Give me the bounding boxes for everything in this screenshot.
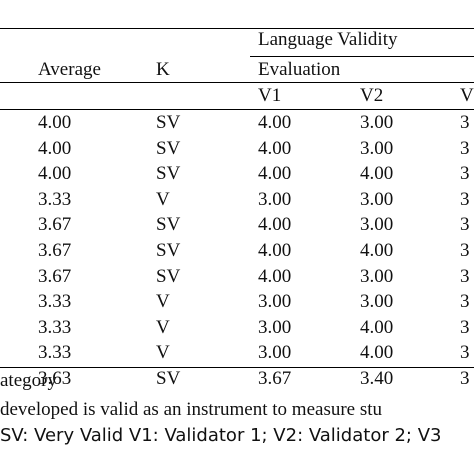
cell-v1: 3.00: [258, 189, 292, 210]
cell-v1: 3.00: [258, 342, 292, 363]
header-v1: V1: [258, 85, 282, 106]
cell-k: SV: [156, 240, 181, 261]
cell-v1: 4.00: [258, 138, 292, 159]
header-bottom-rule: [0, 109, 474, 110]
cell-average: 3.67: [38, 266, 72, 287]
cell-average: 3.63: [38, 368, 72, 389]
cell-v2: 3.00: [360, 112, 394, 133]
header-group-underline: [250, 56, 474, 57]
cell-average: 3.33: [38, 189, 72, 210]
cell-k: V: [156, 342, 170, 363]
cell-average: 4.00: [38, 138, 72, 159]
cell-v1: 4.00: [258, 266, 292, 287]
cell-v1: 3.00: [258, 317, 292, 338]
cell-v1: 3.67: [258, 368, 292, 389]
cell-v3: 3: [460, 266, 470, 287]
cell-v3: 3: [460, 368, 470, 389]
cell-v2: 3.00: [360, 138, 394, 159]
cell-v2: 4.00: [360, 163, 394, 184]
cell-v3: 3: [460, 240, 470, 261]
table-top-rule: [0, 28, 474, 29]
footnote-category: ategory: [0, 370, 57, 391]
cell-v2: 3.40: [360, 368, 394, 389]
header-evaluation: Evaluation: [258, 59, 341, 80]
cell-v2: 4.00: [360, 240, 394, 261]
header-k: K: [156, 59, 170, 80]
header-average: Average: [38, 59, 101, 80]
cell-k: SV: [156, 163, 181, 184]
footnote-legend: SV: Very Valid V1: Validator 1; V2: Vali…: [0, 425, 442, 446]
cell-average: 4.00: [38, 112, 72, 133]
cell-average: 4.00: [38, 163, 72, 184]
cell-k: SV: [156, 266, 181, 287]
header-mid-rule: [0, 82, 474, 83]
cell-v2: 3.00: [360, 189, 394, 210]
header-language-validity: Language Validity: [258, 29, 398, 50]
cell-average: 3.33: [38, 317, 72, 338]
cell-v2: 4.00: [360, 342, 394, 363]
cell-v1: 3.00: [258, 291, 292, 312]
cell-v3: 3: [460, 214, 470, 235]
cell-k: SV: [156, 112, 181, 133]
cell-v1: 4.00: [258, 112, 292, 133]
cell-v3: 3: [460, 291, 470, 312]
cell-k: V: [156, 189, 170, 210]
cell-v1: 4.00: [258, 240, 292, 261]
cell-v3: 3: [460, 163, 470, 184]
cell-v2: 4.00: [360, 317, 394, 338]
cell-v1: 4.00: [258, 214, 292, 235]
table-bottom-rule: [0, 367, 474, 368]
cell-k: SV: [156, 368, 181, 389]
cell-k: SV: [156, 214, 181, 235]
cell-v3: 3: [460, 317, 470, 338]
cell-v3: 3: [460, 342, 470, 363]
cell-average: 3.67: [38, 240, 72, 261]
cell-k: SV: [156, 138, 181, 159]
cell-average: 3.33: [38, 291, 72, 312]
cell-average: 3.33: [38, 342, 72, 363]
cell-v2: 3.00: [360, 214, 394, 235]
cell-v3: 3: [460, 189, 470, 210]
cell-v2: 3.00: [360, 266, 394, 287]
cell-v1: 4.00: [258, 163, 292, 184]
cell-v2: 3.00: [360, 291, 394, 312]
cell-k: V: [156, 291, 170, 312]
cell-v3: 3: [460, 138, 470, 159]
cell-v3: 3: [460, 112, 470, 133]
cell-average: 3.67: [38, 214, 72, 235]
header-v3: V: [460, 85, 474, 106]
cell-k: V: [156, 317, 170, 338]
footnote-conclusion: developed is valid as an instrument to m…: [0, 399, 383, 420]
header-v2: V2: [360, 85, 384, 106]
